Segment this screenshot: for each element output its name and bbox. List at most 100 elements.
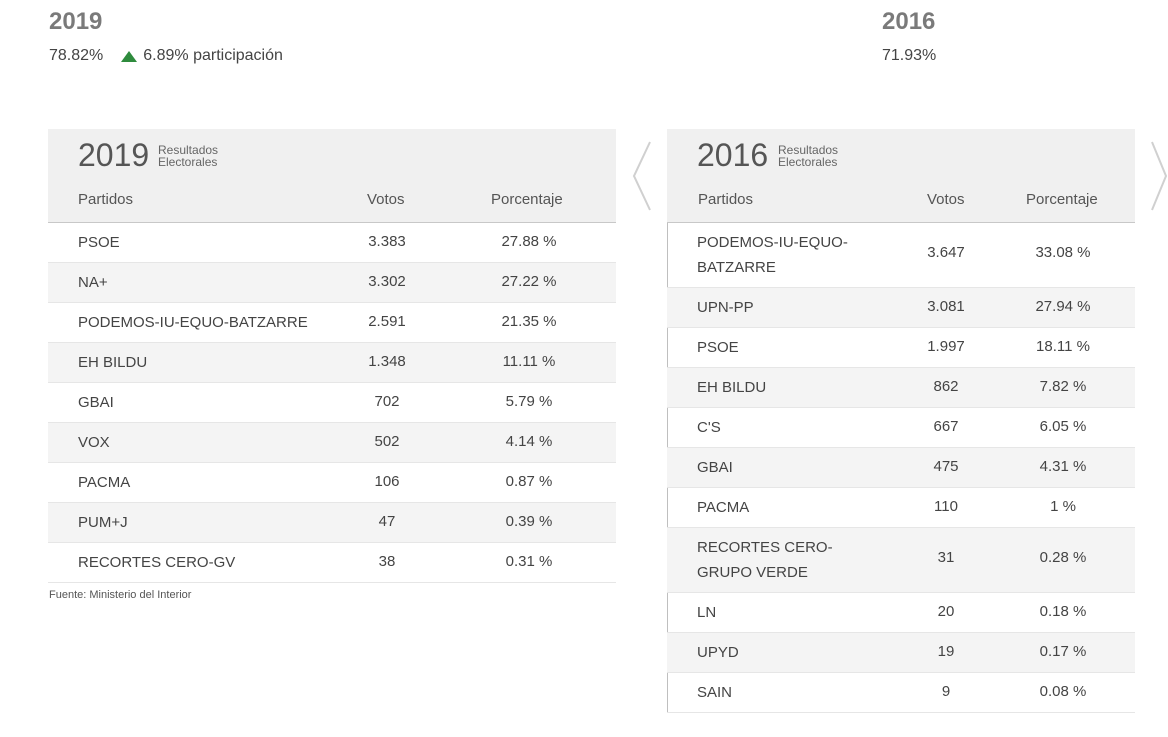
column-header-votes: Votos bbox=[927, 191, 965, 208]
year-2019-heading: 2019 bbox=[49, 8, 103, 35]
participation-change: 6.89% participación bbox=[143, 47, 283, 64]
vote-count: 1.997 bbox=[927, 338, 965, 355]
party-name: VOX bbox=[78, 434, 110, 451]
table-row: C'S 667 6.05 % bbox=[667, 408, 1135, 448]
table-row: VOX 502 4.14 % bbox=[48, 423, 616, 463]
table-row: PUM+J 47 0.39 % bbox=[48, 503, 616, 543]
vote-count: 2.591 bbox=[368, 313, 406, 330]
party-name: UPN-PP bbox=[697, 299, 754, 316]
vote-count: 47 bbox=[378, 513, 396, 530]
vote-percentage: 33.08 % bbox=[1035, 244, 1091, 261]
vote-count: 862 bbox=[933, 378, 959, 395]
party-name: GBAI bbox=[697, 459, 733, 476]
vote-count: 667 bbox=[933, 418, 959, 435]
party-name: RECORTES CERO-GRUPO VERDE bbox=[697, 539, 833, 581]
vote-percentage: 0.08 % bbox=[1039, 683, 1087, 700]
vote-count: 1.348 bbox=[368, 353, 406, 370]
table-header: 2016 Resultados Electorales Partidos Vot… bbox=[667, 129, 1135, 223]
vote-count: 106 bbox=[374, 473, 400, 490]
table-year: 2019 bbox=[78, 137, 150, 173]
chevron-left-icon[interactable] bbox=[630, 140, 654, 212]
table-row: PODEMOS-IU-EQUO-BATZARRE 2.591 21.35 % bbox=[48, 303, 616, 343]
vote-percentage: 7.82 % bbox=[1039, 378, 1087, 395]
vote-count: 3.081 bbox=[927, 298, 965, 315]
panel-divider bbox=[667, 129, 668, 713]
column-header-percentage: Porcentaje bbox=[491, 191, 563, 208]
vote-percentage: 0.31 % bbox=[505, 553, 553, 570]
table-row: PSOE 3.383 27.88 % bbox=[48, 223, 616, 263]
vote-percentage: 4.14 % bbox=[505, 433, 553, 450]
table-row: RECORTES CERO-GRUPO VERDE 31 0.28 % bbox=[667, 528, 1135, 593]
party-name: PODEMOS-IU-EQUO-BATZARRE bbox=[78, 314, 308, 331]
column-header-votes: Votos bbox=[367, 191, 405, 208]
vote-count: 502 bbox=[374, 433, 400, 450]
party-name: PACMA bbox=[697, 499, 750, 516]
vote-percentage: 0.87 % bbox=[505, 473, 553, 490]
vote-percentage: 27.94 % bbox=[1035, 298, 1091, 315]
party-name: PSOE bbox=[78, 234, 120, 251]
vote-count: 3.383 bbox=[368, 233, 406, 250]
party-name: NA+ bbox=[78, 274, 108, 291]
source-note: Fuente: Ministerio del Interior bbox=[49, 589, 192, 601]
party-name: RECORTES CERO-GV bbox=[78, 554, 236, 571]
vote-percentage: 0.39 % bbox=[505, 513, 553, 530]
vote-percentage: 11.11 % bbox=[502, 353, 556, 370]
vote-percentage: 18.11 % bbox=[1036, 338, 1090, 355]
vote-percentage: 1 % bbox=[1050, 498, 1076, 515]
vote-percentage: 4.31 % bbox=[1039, 458, 1087, 475]
table-label: Resultados Electorales bbox=[778, 143, 839, 169]
table-body: PSOE 3.383 27.88 % NA+ 3.302 27.22 % PODEMOS-I… bbox=[48, 223, 616, 583]
vote-count: 3.647 bbox=[927, 244, 965, 261]
vote-count: 702 bbox=[374, 393, 400, 410]
party-name: SAIN bbox=[697, 684, 733, 701]
table-label: Resultados Electorales bbox=[158, 143, 219, 169]
table-row: PACMA 110 1 % bbox=[667, 488, 1135, 528]
vote-percentage: 0.18 % bbox=[1039, 603, 1087, 620]
chevron-right-icon[interactable] bbox=[1148, 140, 1168, 212]
vote-percentage: 21.35 % bbox=[501, 313, 557, 330]
table-row: RECORTES CERO-GV 38 0.31 % bbox=[48, 543, 616, 583]
table-row: PSOE 1.997 18.11 % bbox=[667, 328, 1135, 368]
results-table-2016: 2016 Resultados Electorales Partidos Vot… bbox=[667, 129, 1135, 713]
party-name: C'S bbox=[697, 419, 721, 436]
table-row: UPN-PP 3.081 27.94 % bbox=[667, 288, 1135, 328]
table-row: EH BILDU 862 7.82 % bbox=[667, 368, 1135, 408]
table-row: PACMA 106 0.87 % bbox=[48, 463, 616, 503]
vote-percentage: 6.05 % bbox=[1039, 418, 1087, 435]
table-row: PODEMOS-IU-EQUO-BATZARRE 3.647 33.08 % bbox=[667, 223, 1135, 288]
vote-percentage: 27.88 % bbox=[501, 233, 557, 250]
table-header: 2019 Resultados Electorales Partidos Vot… bbox=[48, 129, 616, 223]
party-name: LN bbox=[697, 604, 717, 621]
vote-percentage: 0.17 % bbox=[1039, 643, 1087, 660]
vote-count: 475 bbox=[933, 458, 959, 475]
table-row: EH BILDU 1.348 11.11 % bbox=[48, 343, 616, 383]
vote-count: 19 bbox=[937, 643, 955, 660]
column-header-percentage: Porcentaje bbox=[1026, 191, 1098, 208]
participation-2019: 78.82% 6.89% participación bbox=[49, 47, 283, 65]
table-row: LN 20 0.18 % bbox=[667, 593, 1135, 633]
vote-count: 38 bbox=[378, 553, 396, 570]
year-2016-heading: 2016 bbox=[882, 8, 936, 35]
vote-percentage: 5.79 % bbox=[505, 393, 553, 410]
table-row: GBAI 475 4.31 % bbox=[667, 448, 1135, 488]
party-name: UPYD bbox=[697, 644, 739, 661]
column-header-party: Partidos bbox=[698, 191, 754, 208]
vote-count: 9 bbox=[941, 683, 951, 700]
participation-2019-value: 78.82% bbox=[49, 47, 104, 64]
table-year: 2016 bbox=[697, 137, 769, 173]
table-row: GBAI 702 5.79 % bbox=[48, 383, 616, 423]
participation-2016-value: 71.93% bbox=[882, 47, 937, 64]
vote-count: 31 bbox=[937, 549, 955, 566]
column-header-party: Partidos bbox=[78, 191, 134, 208]
table-row: NA+ 3.302 27.22 % bbox=[48, 263, 616, 303]
party-name: PUM+J bbox=[78, 514, 128, 531]
table-body: PODEMOS-IU-EQUO-BATZARRE 3.647 33.08 % UPN-… bbox=[667, 223, 1135, 713]
vote-percentage: 0.28 % bbox=[1039, 549, 1087, 566]
triangle-up-icon bbox=[121, 50, 138, 62]
party-name: PACMA bbox=[78, 474, 131, 491]
vote-count: 3.302 bbox=[368, 273, 406, 290]
vote-percentage: 27.22 % bbox=[501, 273, 557, 290]
table-row: UPYD 19 0.17 % bbox=[667, 633, 1135, 673]
table-row: SAIN 9 0.08 % bbox=[667, 673, 1135, 713]
results-table-2019: 2019 Resultados Electorales Partidos Vot… bbox=[48, 129, 616, 583]
